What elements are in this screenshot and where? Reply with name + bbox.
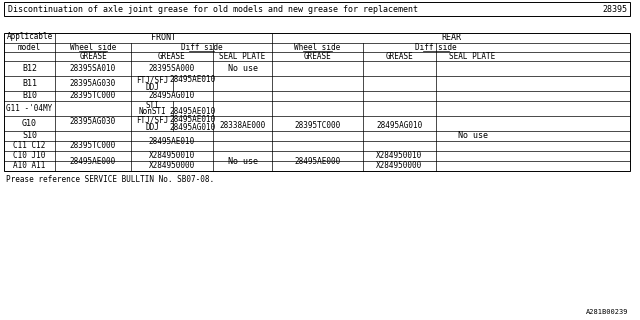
Text: 28395TC000: 28395TC000 [70, 92, 116, 100]
Text: Discontinuation of axle joint grease for old models and new grease for replaceme: Discontinuation of axle joint grease for… [8, 4, 418, 13]
Bar [4, 33, 630, 171]
Text: DDJ: DDJ [145, 83, 159, 92]
Text: X284950010: X284950010 [149, 151, 195, 161]
Text: G11 -'04MY: G11 -'04MY [6, 104, 52, 113]
Text: GREASE: GREASE [303, 52, 332, 61]
Text: REAR: REAR [441, 34, 461, 43]
Text: 28495AE000: 28495AE000 [70, 156, 116, 165]
Text: 28395TC000: 28395TC000 [294, 122, 340, 131]
Text: 28395TC000: 28395TC000 [70, 141, 116, 150]
Text: B12: B12 [22, 64, 37, 73]
Text: 28395: 28395 [602, 4, 627, 13]
Text: 28495AG010: 28495AG010 [376, 122, 422, 131]
Text: 28495AE000: 28495AE000 [294, 156, 340, 165]
Text: 28495AE010: 28495AE010 [170, 76, 216, 84]
Text: SEAL PLATE: SEAL PLATE [449, 52, 495, 61]
Text: GREASE: GREASE [158, 52, 186, 61]
Text: 28338AE000: 28338AE000 [220, 122, 266, 131]
Text: G10: G10 [22, 119, 37, 128]
Text: No use: No use [227, 64, 257, 73]
Text: Wheel side: Wheel side [70, 43, 116, 52]
Text: A10 A11: A10 A11 [13, 162, 45, 171]
Text: 28495AE010: 28495AE010 [149, 137, 195, 146]
Text: X284950000: X284950000 [376, 162, 422, 171]
Text: 28395SA010: 28395SA010 [70, 64, 116, 73]
Text: FTJ/SFJ: FTJ/SFJ [136, 76, 168, 84]
Text: GREASE: GREASE [79, 52, 107, 61]
Text: Diff side: Diff side [180, 43, 222, 52]
Text: S10: S10 [22, 132, 37, 140]
Text: 28495AE010: 28495AE010 [170, 116, 216, 124]
Text: Applicable: Applicable [6, 32, 52, 41]
Text: GREASE: GREASE [386, 52, 413, 61]
Text: B10: B10 [22, 92, 37, 100]
Text: X284950010: X284950010 [376, 151, 422, 161]
Text: C11 C12: C11 C12 [13, 141, 45, 150]
Bar [4, 2, 630, 16]
Text: Diff side: Diff side [415, 43, 457, 52]
Text: NonSTI: NonSTI [138, 108, 166, 116]
Text: C10 J10: C10 J10 [13, 151, 45, 161]
Text: FTJ/SFJ: FTJ/SFJ [136, 116, 168, 124]
Text: B11: B11 [22, 79, 37, 88]
Text: 28395SA000: 28395SA000 [149, 64, 195, 73]
Text: 28395AG030: 28395AG030 [70, 116, 116, 125]
Text: 28495AG010: 28495AG010 [149, 92, 195, 100]
Text: 28495AE010: 28495AE010 [170, 108, 216, 116]
Text: FRONT: FRONT [151, 34, 176, 43]
Text: model: model [18, 44, 41, 52]
Text: Prease reference SERVICE BULLTIN No. SB07-08.: Prease reference SERVICE BULLTIN No. SB0… [6, 175, 214, 185]
Text: DDJ: DDJ [145, 123, 159, 132]
Text: X284950000: X284950000 [149, 162, 195, 171]
Text: 28495AG010: 28495AG010 [170, 123, 216, 132]
Text: No use: No use [227, 156, 257, 165]
Text: SEAL PLATE: SEAL PLATE [220, 52, 266, 61]
Text: STI: STI [145, 100, 159, 109]
Text: A281B00239: A281B00239 [586, 309, 628, 315]
Text: Wheel side: Wheel side [294, 43, 340, 52]
Text: No use: No use [458, 132, 488, 140]
Text: 28395AG030: 28395AG030 [70, 79, 116, 88]
